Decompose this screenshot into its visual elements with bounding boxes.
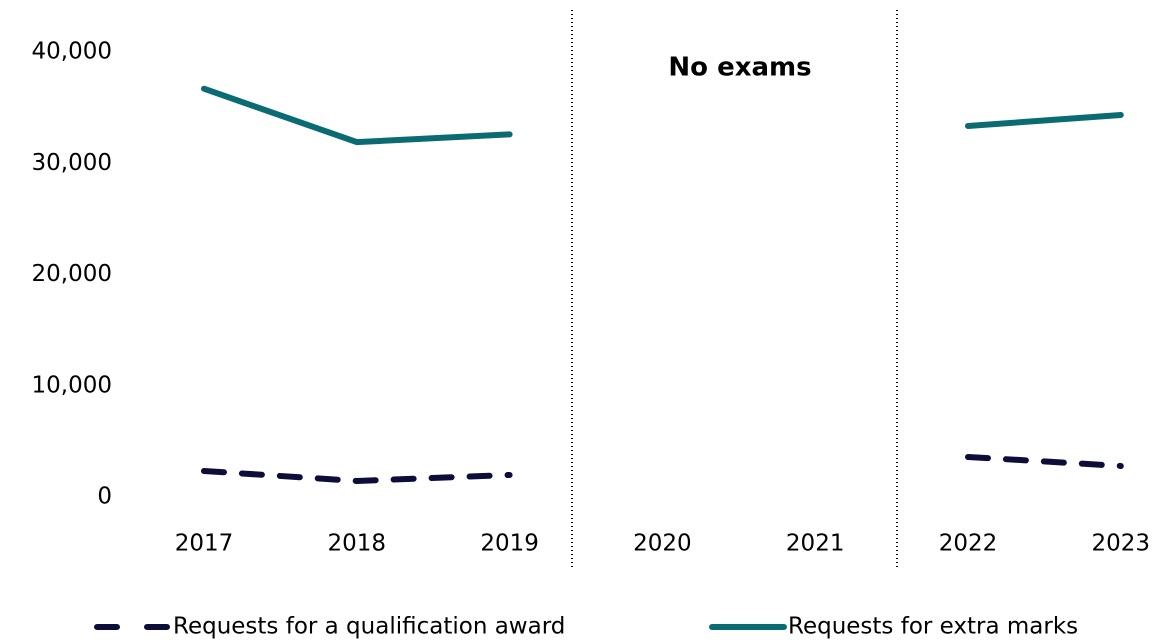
x-tick-label: 2020 [633, 531, 692, 557]
y-tick-label: 30,000 [32, 150, 112, 176]
x-tick-label: 2021 [786, 531, 845, 557]
x-tick-label: 2023 [1092, 531, 1151, 557]
y-tick-label: 20,000 [32, 261, 112, 287]
x-tick-label: 2022 [939, 531, 998, 557]
legend-label: Requests for extra marks [788, 614, 1078, 640]
x-tick-label: 2017 [175, 531, 234, 557]
y-tick-label: 0 [97, 484, 112, 510]
series-line [201, 453, 1124, 484]
x-tick-label: 2019 [480, 531, 539, 557]
series-line [201, 85, 1124, 146]
y-tick-label: 10,000 [32, 372, 112, 398]
y-tick-label: 40,000 [32, 39, 112, 65]
x-tick-label: 2018 [328, 531, 387, 557]
legend-label: Requests for a qualification award [173, 614, 565, 640]
annotation: No exams [668, 53, 811, 83]
